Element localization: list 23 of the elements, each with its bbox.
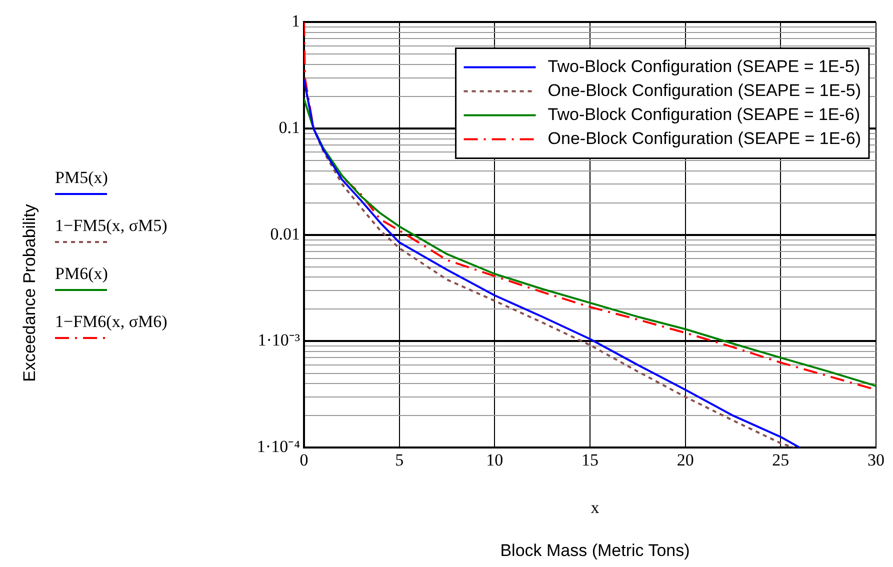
- legend-label: Two-Block Configuration (SEAPE = 1E-6): [548, 104, 860, 124]
- x-tick-label: 10: [486, 450, 504, 470]
- x-tick-label: 25: [772, 450, 790, 470]
- x-tick-label: 30: [868, 450, 884, 470]
- text: Exceedance Probability: [20, 204, 40, 382]
- text: 1−FM6(x, σM6): [55, 312, 168, 332]
- text: x: [590, 498, 600, 518]
- y-tick-label: 0.1: [278, 118, 300, 138]
- legend-label: Two-Block Configuration (SEAPE = 1E-5): [548, 56, 860, 76]
- text: PM6(x): [55, 264, 108, 284]
- legend-label: One-Block Configuration (SEAPE = 1E-5): [548, 80, 862, 100]
- legend-label: One-Block Configuration (SEAPE = 1E-6): [548, 128, 862, 148]
- text: 1−FM5(x, σM5): [55, 216, 168, 236]
- x-tick-label: 5: [395, 450, 404, 470]
- x-axis-title: Block Mass (Metric Tons): [500, 541, 690, 561]
- y-tick-label: 1: [292, 12, 300, 31]
- y-tick-label: 0.01: [270, 224, 300, 244]
- x-tick-label: 15: [582, 450, 598, 470]
- x-tick-label: 0: [300, 450, 308, 470]
- x-tick-label: 20: [676, 450, 694, 470]
- y-tick-label: 1·10⁻³: [258, 330, 300, 350]
- text: PM5(x): [55, 168, 108, 188]
- y-tick-label: 1·10⁻⁴: [256, 437, 300, 456]
